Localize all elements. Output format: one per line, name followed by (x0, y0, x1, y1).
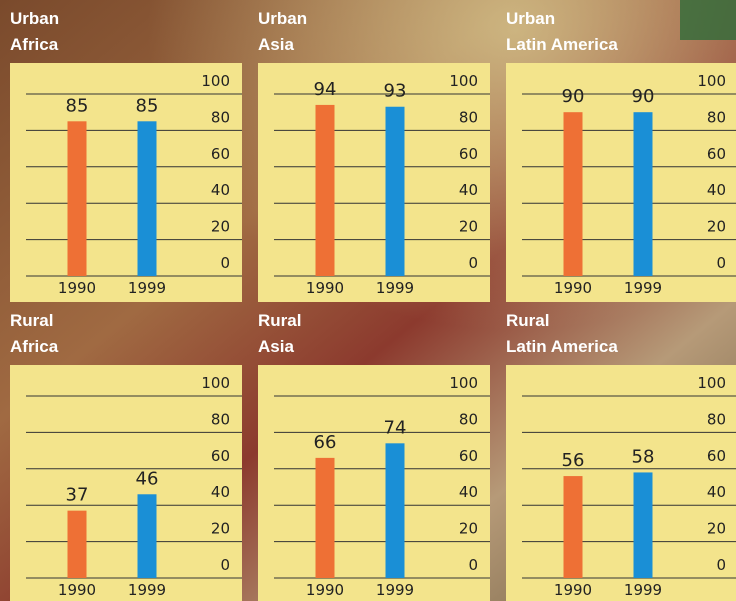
chart-subtitle: Latin America (506, 337, 618, 356)
chart-title: Urban (10, 9, 59, 28)
y-tick-label: 40 (459, 181, 478, 199)
y-tick-label: 80 (211, 108, 230, 126)
y-tick-label: 80 (459, 410, 478, 428)
y-tick-label: 20 (459, 218, 478, 236)
x-tick-label: 1990 (554, 279, 592, 297)
y-tick-label: 100 (201, 374, 230, 392)
y-tick-label: 60 (707, 145, 726, 163)
y-tick-label: 80 (459, 108, 478, 126)
y-tick-label: 20 (707, 520, 726, 538)
x-tick-label: 1999 (128, 581, 166, 599)
value-label: 46 (136, 468, 159, 489)
x-tick-label: 1990 (306, 279, 344, 297)
y-tick-label: 0 (468, 254, 478, 272)
y-tick-label: 20 (459, 520, 478, 538)
value-label: 93 (384, 81, 407, 102)
bar (315, 457, 335, 578)
bar (137, 121, 157, 276)
chart-title: Urban (258, 9, 307, 28)
x-tick-label: 1990 (306, 581, 344, 599)
bar (67, 121, 87, 276)
x-tick-label: 1999 (128, 279, 166, 297)
value-label: 90 (632, 86, 655, 107)
y-tick-label: 0 (220, 556, 230, 574)
bar (633, 112, 653, 276)
chart-title: Rural (506, 311, 549, 330)
chart-subtitle: Africa (10, 35, 59, 54)
y-tick-label: 20 (211, 218, 230, 236)
chart-subtitle: Latin America (506, 35, 618, 54)
bar (385, 443, 405, 578)
panel (258, 365, 490, 601)
y-tick-label: 0 (716, 254, 726, 272)
value-label: 37 (66, 485, 89, 506)
y-tick-label: 60 (211, 145, 230, 163)
x-tick-label: 1990 (58, 581, 96, 599)
value-label: 90 (562, 86, 585, 107)
value-label: 74 (384, 417, 407, 438)
y-tick-label: 100 (449, 72, 478, 90)
y-tick-label: 100 (201, 72, 230, 90)
panel (506, 63, 736, 302)
value-label: 56 (562, 450, 585, 471)
value-label: 94 (314, 79, 337, 100)
y-tick-label: 100 (697, 72, 726, 90)
x-tick-label: 1999 (624, 279, 662, 297)
bar (633, 472, 653, 578)
bar (563, 112, 583, 276)
bar (67, 510, 87, 578)
chart-subtitle: Asia (258, 35, 294, 54)
y-tick-label: 60 (459, 145, 478, 163)
value-label: 66 (314, 432, 337, 453)
y-tick-label: 40 (459, 483, 478, 501)
value-label: 85 (136, 95, 159, 116)
chart-subtitle: Africa (10, 337, 59, 356)
y-tick-label: 20 (211, 520, 230, 538)
y-tick-label: 80 (707, 108, 726, 126)
panel (506, 365, 736, 601)
background-patch (680, 0, 736, 40)
value-label: 58 (632, 446, 655, 467)
y-tick-label: 40 (707, 483, 726, 501)
x-tick-label: 1999 (624, 581, 662, 599)
x-tick-label: 1999 (376, 279, 414, 297)
bar (385, 106, 405, 277)
y-tick-label: 100 (697, 374, 726, 392)
y-tick-label: 80 (707, 410, 726, 428)
chart-subtitle: Asia (258, 337, 294, 356)
chart-title: Urban (506, 9, 555, 28)
y-tick-label: 0 (716, 556, 726, 574)
panel (258, 63, 490, 302)
y-tick-label: 100 (449, 374, 478, 392)
y-tick-label: 60 (211, 447, 230, 465)
y-tick-label: 40 (211, 181, 230, 199)
y-tick-label: 60 (459, 447, 478, 465)
x-tick-label: 1990 (554, 581, 592, 599)
panel (10, 63, 242, 302)
panel (10, 365, 242, 601)
y-tick-label: 0 (468, 556, 478, 574)
y-tick-label: 0 (220, 254, 230, 272)
chart-title: Rural (10, 311, 53, 330)
bar (563, 476, 583, 578)
x-tick-label: 1999 (376, 581, 414, 599)
y-tick-label: 40 (211, 483, 230, 501)
bar (315, 104, 335, 276)
y-tick-label: 20 (707, 218, 726, 236)
y-tick-label: 80 (211, 410, 230, 428)
x-tick-label: 1990 (58, 279, 96, 297)
y-tick-label: 60 (707, 447, 726, 465)
value-label: 85 (66, 95, 89, 116)
bar (137, 494, 157, 578)
chart-title: Rural (258, 311, 301, 330)
y-tick-label: 40 (707, 181, 726, 199)
